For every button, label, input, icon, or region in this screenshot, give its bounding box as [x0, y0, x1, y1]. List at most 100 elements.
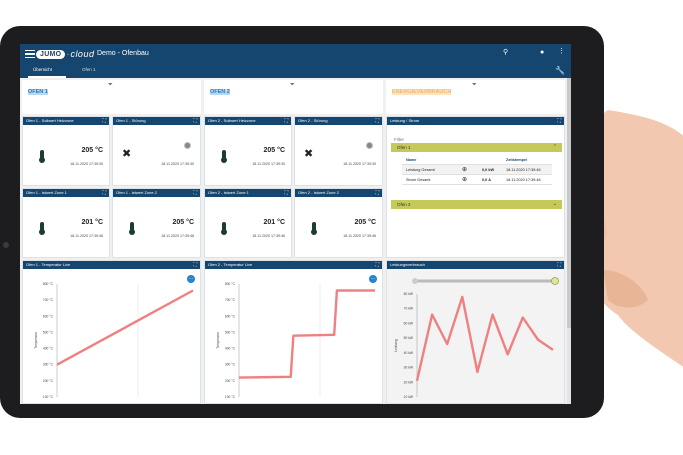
app-bar: JUMO · cloud Demo - Ofenbau ⚲ ● ⋮ Übersi… — [20, 44, 571, 78]
y-tick-label: 600 °C — [225, 314, 236, 318]
card-title: Ofen 2 - Istwert Zone 2 ⛶ — [295, 189, 382, 197]
chart-title: Ofen 1 - Temperatur Live — [26, 262, 71, 267]
series-line — [56, 289, 194, 366]
filter-label[interactable]: Filter — [394, 137, 404, 142]
card-timestamp: 18.11.2020 17:39:30 — [161, 162, 194, 166]
y-tick-label: 60 kW — [404, 321, 414, 325]
card-title-text: Ofen 1 - Sollwert Heizzone — [26, 118, 74, 123]
card-title-text: Ofen 1 - Störung — [116, 118, 146, 123]
chart-svg: 800 °C 700 °C 600 °C 500 °C 400 °C 300 °C 200 … — [216, 282, 375, 399]
range-slider-handle — [412, 278, 418, 284]
expand-icon[interactable]: ⛶ — [557, 262, 561, 268]
card-timestamp: 18.11.2020 17:39:46 — [252, 234, 285, 238]
card-title: Ofen 1 - Temperatur Live ⛶ — [23, 261, 200, 269]
section-title: ENERGIEVERBRAUCH — [392, 89, 452, 95]
section-energy: ⏷ ENERGIEVERBRAUCH — [386, 80, 565, 114]
expand-icon[interactable]: ⛶ — [193, 262, 197, 268]
filter-icon[interactable]: ⏷ — [472, 82, 477, 88]
y-tick-label: 600 °C — [43, 314, 54, 318]
chart-ofen2-temp: Ofen 2 - Temperatur Live ⛶ ⋯ 800 °C 700 °C… — [204, 260, 383, 404]
menu-icon[interactable] — [25, 50, 35, 59]
row-name: Strom Gesamt — [406, 178, 431, 182]
expand-icon[interactable]: ⛶ — [375, 118, 379, 124]
card-ofen1-istwert-zone1: Ofen 1 - Istwert Zone 1 ⛶ 201 °C 18.11.20… — [22, 188, 110, 258]
card-ofen1-sollwert: Ofen 1 - Sollwert Heizzone ⛶ 205 °C 18.11… — [22, 116, 110, 186]
tab-overview[interactable]: Übersicht — [33, 67, 53, 72]
card-ofen1-stoerung: Ofen 1 - Störung ⛶ ✖ 18.11.2020 17:39:30 — [112, 116, 201, 186]
logo-brand: JUMO — [36, 49, 66, 59]
expand-icon[interactable]: ⛶ — [193, 118, 197, 124]
card-title: Ofen 2 - Störung ⛶ — [295, 117, 382, 125]
table-row: Leistung Gesamt ⊕ 0,0 kW 18.11.2020 17:3… — [402, 165, 552, 175]
card-title: Leistungsverbrauch ⛶ — [387, 261, 564, 269]
card-timestamp: 18.11.2020 17:39:46 — [161, 234, 194, 238]
accordion-label: Ofen 2 — [397, 202, 411, 207]
filter-icon[interactable]: ⏷ — [290, 82, 295, 88]
series-line — [415, 295, 554, 382]
expand-icon[interactable]: ⛶ — [375, 190, 379, 196]
col-name: Name — [406, 158, 417, 162]
expand-icon[interactable]: ⛶ — [375, 262, 379, 268]
expand-icon[interactable]: ⛶ — [193, 190, 197, 196]
more-vert-icon[interactable]: ⋮ — [558, 48, 565, 55]
card-title: Ofen 1 - Sollwert Heizzone ⛶ — [23, 117, 109, 125]
chart-menu-button[interactable]: ⋯ — [369, 275, 377, 283]
tab-ofen1[interactable]: Ofen 1 — [82, 67, 96, 72]
expand-icon[interactable]: ⛶ — [557, 118, 561, 124]
scrollbar[interactable] — [567, 78, 571, 404]
y-tick-label: 400 °C — [225, 347, 236, 351]
card-title-text: Ofen 1 - Istwert Zone 2 — [116, 190, 157, 195]
wrench-icon[interactable]: 🔧 — [555, 66, 565, 75]
card-title: Leistung / Strom ⛶ — [387, 117, 564, 125]
chart-menu-button[interactable]: ⋯ — [187, 275, 195, 283]
filter-icon[interactable]: ⏷ — [108, 82, 113, 88]
expand-icon[interactable]: ⛶ — [284, 118, 288, 124]
power-table: Name Zeitstempel Leistung Gesamt ⊕ 0,0 k… — [402, 155, 552, 185]
card-title: Ofen 1 - Istwert Zone 2 ⛶ — [113, 189, 200, 197]
y-tick-label: 200 °C — [225, 379, 236, 383]
accordion-label: Ofen 1 — [397, 145, 411, 150]
camera-dot — [3, 242, 9, 248]
section-title: OFEN 1 — [28, 89, 48, 95]
accordion-ofen2[interactable]: Ofen 2 ⌄ — [391, 200, 562, 209]
card-ofen2-stoerung: Ofen 2 - Störung ⛶ ✖ 18.11.2020 17:39:30 — [294, 116, 383, 186]
power-panel-body: Filter Ofen 1 ⌃ Name Zeitstempel Leistun… — [387, 125, 564, 257]
card-timestamp: 18.11.2020 17:39:30 — [343, 162, 376, 166]
status-led — [184, 142, 191, 149]
page-title: Demo - Ofenbau — [97, 50, 149, 57]
card-title-text: Leistung / Strom — [390, 118, 420, 123]
col-time: Zeitstempel — [506, 158, 528, 162]
expand-icon[interactable]: ⛶ — [284, 190, 288, 196]
account-icon[interactable]: ● — [540, 49, 545, 56]
chart-title: Ofen 2 - Temperatur Live — [208, 262, 253, 267]
card-value: 205 °C — [354, 219, 376, 226]
section-ofen1: ⏷ OFEN 1 — [22, 80, 201, 114]
search-icon[interactable]: ⚲ — [503, 49, 509, 56]
app-screen: JUMO · cloud Demo - Ofenbau ⚲ ● ⋮ Übersi… — [20, 44, 571, 404]
tab-bar: Übersicht Ofen 1 — [20, 66, 571, 78]
thermometer-icon — [129, 222, 135, 235]
series-line — [238, 289, 375, 379]
expand-icon[interactable]: ⛶ — [102, 118, 106, 124]
section-title: OFEN 2 — [210, 89, 230, 95]
status-led — [366, 142, 373, 149]
expand-icon[interactable]: ⛶ — [102, 190, 106, 196]
row-time: 18.11.2020 17:39:46 — [506, 178, 541, 182]
scrollbar-thumb[interactable] — [567, 78, 571, 328]
card-timestamp: 18.11.2020 17:39:30 — [70, 162, 103, 166]
y-tick-label: 20 kW — [404, 380, 414, 384]
card-title: Ofen 1 - Istwert Zone 1 ⛶ — [23, 189, 109, 197]
y-tick-label: 70 kW — [404, 307, 414, 311]
range-slider-handle — [551, 277, 559, 285]
thermometer-icon — [311, 222, 317, 235]
chevron-up-icon: ⌃ — [552, 144, 557, 150]
card-ofen1-istwert-zone2: Ofen 1 - Istwert Zone 2 ⛶ 205 °C 18.11.20… — [112, 188, 201, 258]
y-tick-label: 800 °C — [43, 282, 54, 286]
thermometer-icon — [39, 150, 45, 163]
y-tick-label: 300 °C — [225, 363, 236, 367]
accordion-ofen1[interactable]: Ofen 1 ⌃ — [391, 143, 562, 152]
table-row: Strom Gesamt ⊕ 0,0 A 18.11.2020 17:39:46 — [402, 175, 552, 185]
card-value: 201 °C — [263, 219, 285, 226]
card-title: Ofen 2 - Istwert Zone 1 ⛶ — [205, 189, 291, 197]
y-tick-label: 500 °C — [43, 330, 54, 334]
